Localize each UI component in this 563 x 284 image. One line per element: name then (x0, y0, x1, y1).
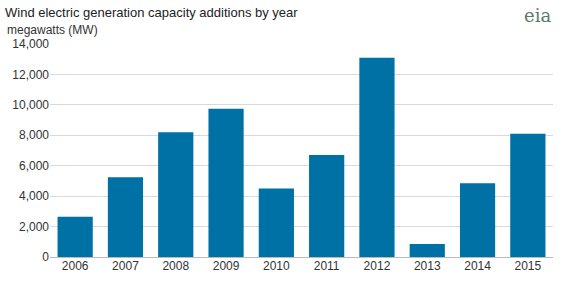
svg-text:2006: 2006 (62, 259, 89, 273)
svg-text:14,000: 14,000 (12, 37, 49, 51)
svg-text:2,000: 2,000 (19, 220, 49, 234)
svg-text:4,000: 4,000 (19, 189, 49, 203)
svg-text:2014: 2014 (464, 259, 491, 273)
svg-text:Wind electric generation capac: Wind electric generation capacity additi… (5, 5, 298, 20)
svg-text:2010: 2010 (263, 259, 290, 273)
svg-text:2011: 2011 (314, 259, 340, 273)
svg-text:eia: eia (524, 5, 551, 26)
svg-text:0: 0 (42, 250, 49, 264)
svg-text:2015: 2015 (514, 259, 541, 273)
svg-text:2007: 2007 (112, 259, 139, 273)
svg-text:2009: 2009 (213, 259, 240, 273)
svg-text:2013: 2013 (414, 259, 441, 273)
svg-text:2012: 2012 (364, 259, 391, 273)
svg-text:2008: 2008 (162, 259, 189, 273)
svg-text:6,000: 6,000 (19, 159, 49, 173)
svg-text:8,000: 8,000 (19, 128, 49, 142)
svg-text:12,000: 12,000 (12, 68, 49, 82)
svg-text:10,000: 10,000 (12, 98, 49, 112)
svg-text:megawatts (MW): megawatts (MW) (7, 23, 98, 37)
